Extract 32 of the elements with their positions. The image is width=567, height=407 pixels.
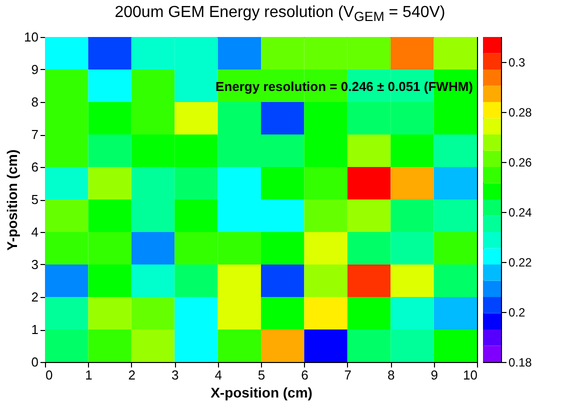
- y-tick-label: 0: [31, 354, 38, 370]
- y-tick-label: 2: [31, 290, 38, 304]
- x-tick-label: 0: [46, 368, 53, 382]
- y-tick-label: 9: [31, 62, 38, 77]
- y-tick-label: 3: [31, 257, 38, 272]
- y-tick-label: 4: [31, 224, 38, 240]
- y-tick-label: 1: [31, 322, 38, 337]
- x-tick-label: 2: [128, 368, 136, 382]
- color-bar-label: 0.18: [508, 356, 532, 370]
- color-bar-label: 0.2: [508, 306, 526, 320]
- y-tick-label: 7: [31, 127, 38, 142]
- color-bar-label: 0.28: [508, 106, 532, 120]
- color-bar-label: 0.22: [508, 256, 532, 270]
- color-bar-label: 0.26: [508, 156, 532, 170]
- x-tick-label: 4: [214, 368, 222, 382]
- x-tick-label: 5: [258, 368, 266, 382]
- x-tick-label: 6: [301, 368, 308, 382]
- y-tick-label: 10: [24, 30, 38, 44]
- y-tick-label: 6: [31, 160, 38, 174]
- x-tick-label: 1: [85, 368, 92, 382]
- color-bar-label: 0.3: [508, 56, 526, 70]
- x-tick-label: 3: [171, 368, 179, 382]
- x-tick-label: 7: [344, 368, 352, 382]
- chart-title: 200um GEM Energy resolution (V$_{GEM}$ = 540V): [114, 3, 446, 26]
- y-tick-label: 8: [31, 94, 38, 110]
- x-tick-label: 8: [387, 368, 395, 382]
- color-bar-label: 0.24: [508, 206, 532, 220]
- x-axis-title: X-position (cm): [210, 384, 312, 400]
- y-axis-title: Y-position (cm): [4, 149, 20, 251]
- y-tick-label: 5: [31, 192, 38, 207]
- x-tick-label: 10: [463, 368, 478, 382]
- x-tick-label: 9: [430, 368, 438, 382]
